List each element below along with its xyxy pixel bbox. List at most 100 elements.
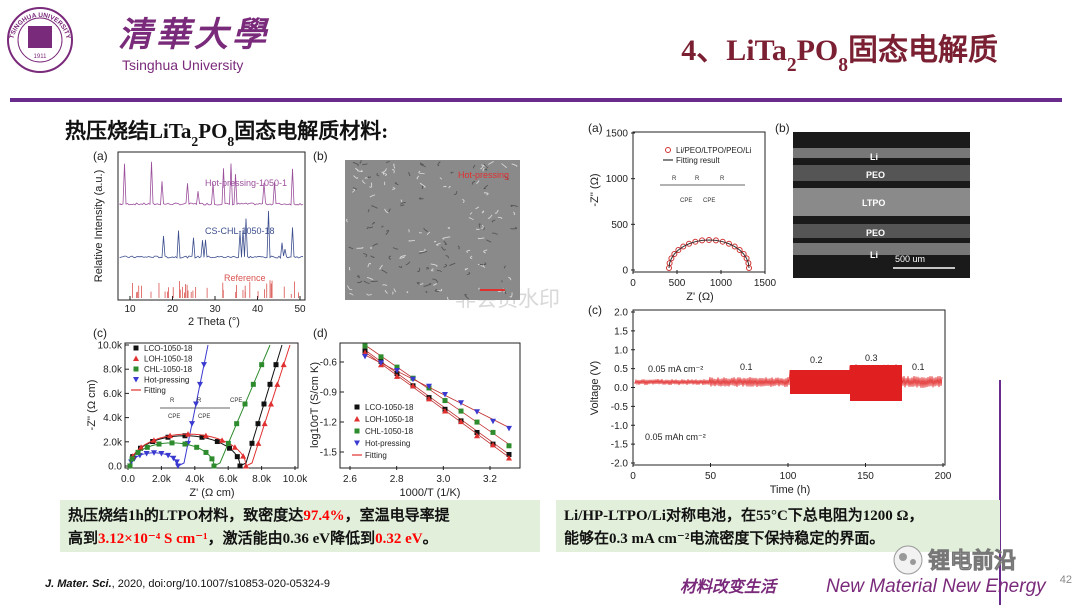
marker — [726, 240, 732, 247]
y-tick-label: 500 — [611, 220, 628, 231]
marker — [506, 443, 512, 449]
header-rule — [10, 98, 1062, 102]
x-axis-label: Z' (Ω) — [686, 291, 713, 303]
sem-texture — [393, 163, 396, 169]
marker — [680, 243, 687, 250]
sem-texture — [430, 263, 438, 268]
sem-texture — [436, 270, 442, 273]
subscript: 2 — [191, 134, 198, 149]
text-box — [60, 500, 540, 552]
sem-texture — [425, 290, 428, 294]
text-run: 热压烧结1h的LTPO材料，致密度达 — [68, 506, 303, 524]
xrd-trace — [119, 210, 304, 259]
sem-texture — [419, 248, 426, 252]
slogan-en: New Material New Energy — [826, 576, 1047, 597]
sem-texture — [441, 246, 446, 251]
sem-texture — [394, 182, 399, 186]
y-tick-label: 1000 — [606, 174, 629, 185]
text-boxes: 热压烧结1h的LTPO材料，致密度达97.4%，室温电导率提高到3.12×10⁻… — [60, 500, 1000, 552]
marker — [474, 419, 480, 425]
sem-texture — [481, 210, 485, 214]
sem-texture — [481, 224, 484, 229]
sem-texture — [494, 209, 499, 214]
sem-texture — [352, 187, 357, 190]
sem-texture — [368, 226, 374, 229]
annotation: 0.1 — [740, 362, 753, 372]
marker — [675, 247, 682, 254]
legend-entry: Fitting — [144, 386, 166, 395]
sem-texture — [376, 172, 380, 177]
sem-texture — [468, 217, 474, 221]
x-tick-label: 500 — [669, 278, 686, 289]
sem-texture — [362, 163, 368, 166]
fit-curve — [668, 239, 750, 269]
title-part: 热压烧结LiTa — [65, 119, 192, 143]
sem-texture — [443, 185, 447, 188]
sem-texture — [483, 184, 489, 190]
legend-entry: LOH-1050-18 — [144, 355, 193, 364]
marker — [394, 373, 400, 379]
sem-texture — [509, 292, 513, 298]
sem-texture — [466, 249, 471, 253]
sem-texture — [419, 182, 426, 188]
x-tick-label: 8.0k — [252, 474, 272, 485]
sem-texture — [356, 247, 364, 249]
sem-texture — [406, 290, 409, 294]
y-tick-label: -1.5 — [611, 440, 629, 451]
sem-texture — [400, 199, 403, 202]
marker — [354, 440, 360, 446]
layer-label: PEO — [866, 170, 885, 180]
legend-entry: CHL-1050-18 — [365, 427, 414, 436]
marker — [362, 349, 368, 356]
y-tick-label: -1.2 — [320, 418, 338, 429]
marker — [410, 376, 416, 383]
sem-texture — [382, 170, 386, 175]
sem-texture — [352, 189, 356, 193]
sem-texture — [503, 265, 506, 269]
text-run: Li/HP-LTPO/Li对称电池，在55°C下总电阻为1200 Ω， — [564, 506, 924, 524]
sem-texture — [466, 272, 471, 276]
sem-texture — [483, 192, 489, 196]
text-run: 能够在0.3 mA cm⁻²电流密度下保持稳定的界面。 — [564, 529, 884, 547]
title-part: 固态电解质材料: — [234, 119, 388, 143]
marker — [378, 360, 384, 366]
y-axis-label: Relative Intensity (a.u.) — [93, 170, 105, 283]
sem-texture — [472, 164, 476, 169]
marker — [410, 382, 416, 389]
voltage-block — [850, 365, 902, 401]
layer-label: Li — [870, 250, 878, 260]
annotation: 0.3 — [865, 353, 878, 363]
fit-line — [364, 351, 511, 459]
sem-texture — [475, 206, 480, 210]
title-part: 4、LiTa — [681, 34, 787, 67]
annotation: 0.1 — [912, 362, 925, 372]
marker — [668, 255, 675, 262]
sem-texture — [436, 242, 441, 246]
x-tick-label: 50 — [294, 304, 306, 315]
x-tick-label: 50 — [705, 471, 717, 482]
sem-texture — [487, 214, 493, 219]
logo-emblem — [28, 26, 52, 48]
sem-texture — [437, 288, 443, 292]
sem-texture — [433, 283, 437, 286]
y-tick-label: 6.0k — [103, 389, 123, 400]
marker — [506, 454, 512, 461]
scale-label: 500 um — [895, 254, 925, 264]
marker — [426, 383, 432, 390]
sem-texture — [469, 255, 473, 259]
circuit-label: CPE — [703, 198, 715, 204]
legend-entry: LCO-1050-18 — [144, 344, 193, 353]
nyquist-curve — [129, 344, 271, 467]
sem-texture — [370, 246, 372, 249]
sem-texture — [504, 175, 509, 180]
layer-label: Li — [870, 152, 878, 162]
nyquist-curve — [129, 344, 291, 467]
text-line: 热压烧结1h的LTPO材料，致密度达97.4%，室温电导率提 — [68, 506, 451, 524]
sem-texture — [370, 280, 378, 283]
sem-texture — [447, 296, 449, 301]
fit-line — [364, 354, 511, 429]
circuit-label: R — [170, 398, 175, 404]
sem-tag: Hot-pressing — [458, 170, 509, 180]
sem-texture — [367, 262, 372, 268]
